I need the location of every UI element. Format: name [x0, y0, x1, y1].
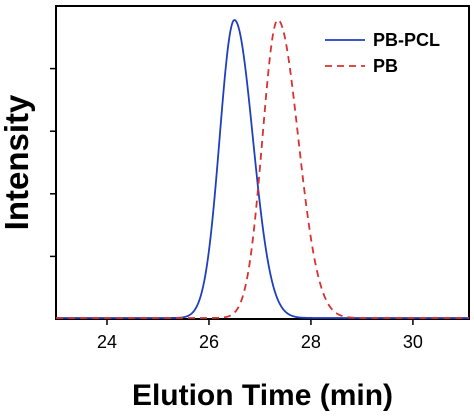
x-tick-label: 24 [97, 332, 117, 352]
series-line-pb-pcl [55, 19, 470, 319]
plot-frame [55, 5, 470, 320]
x-tick-label: 28 [301, 332, 321, 352]
x-tick-label: 26 [199, 332, 219, 352]
legend: PB-PCL PB [325, 30, 440, 76]
tick-marks [50, 67, 414, 325]
y-axis-title: Intensity [0, 94, 35, 230]
legend-label: PB-PCL [373, 30, 440, 50]
legend-label: PB [373, 56, 398, 76]
x-tick-label: 30 [403, 332, 423, 352]
series-line-pb [55, 19, 470, 319]
tick-labels: 24 26 28 30 [97, 332, 423, 352]
x-axis-title: Elution Time (min) [132, 379, 393, 412]
series-lines [55, 19, 470, 319]
